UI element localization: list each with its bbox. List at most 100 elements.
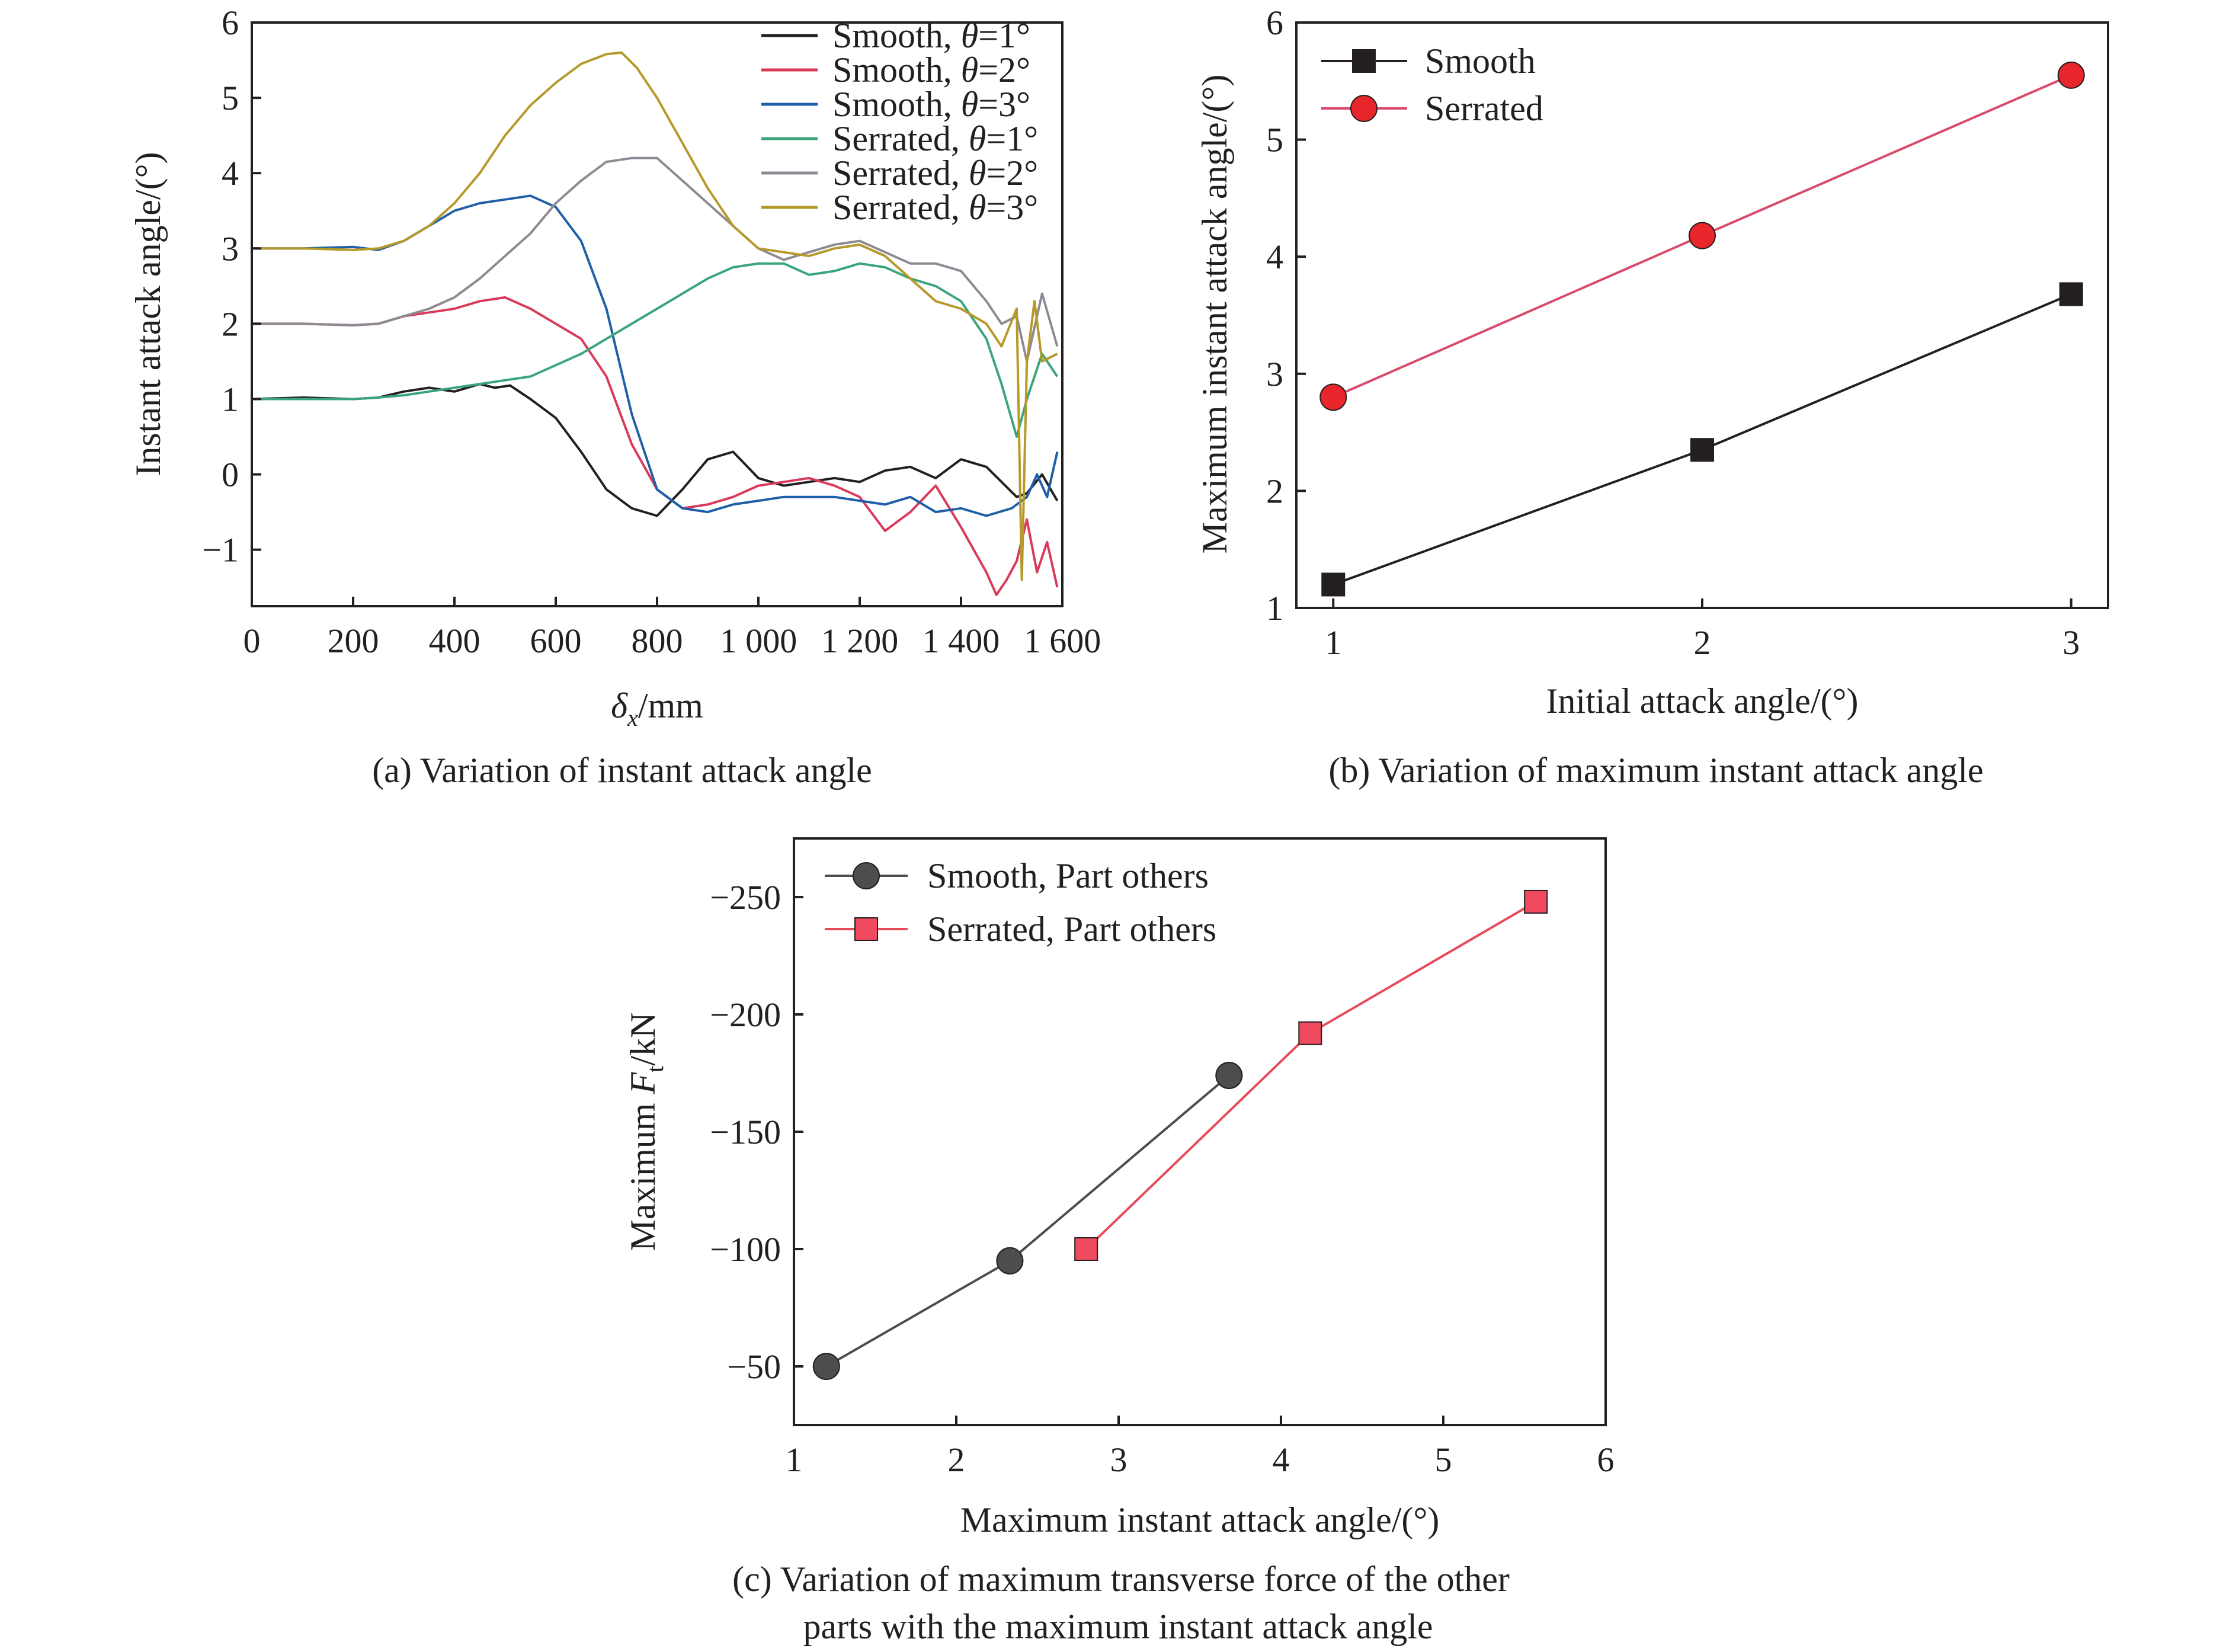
- panel-a-caption: (a) Variation of instant attack angle: [372, 751, 872, 790]
- panel-a-y-tick-label: 2: [222, 305, 239, 343]
- panel-b-point-serrated: [1689, 222, 1716, 249]
- panel-b-series: [1319, 61, 2085, 597]
- panel-c-x-tick-label: 3: [1110, 1440, 1127, 1479]
- panel-a-y-tick-label: 6: [222, 4, 239, 42]
- panel-a-xlabel-symbol: δ: [611, 686, 628, 725]
- panel-c-legend-swatch-marker: [853, 862, 880, 889]
- panel-a-legend-label: Serrated, θ=1°: [832, 119, 1038, 158]
- panel-c-x-tick-label: 2: [948, 1440, 965, 1479]
- panel-c-series: [812, 889, 1548, 1380]
- panel-b-y-tick-label: 6: [1266, 4, 1283, 42]
- panel-b-legend-swatch-marker: [1352, 49, 1376, 73]
- panel-c-y-tick-label: −200: [710, 995, 781, 1034]
- panel-b-ticks: 1 2 3 1 2 3 4 5 6: [1266, 4, 2080, 662]
- panel-b-x-tick-label: 3: [2062, 623, 2080, 662]
- panel-c: 1 2 3 4 5 6 −50 −100 −150 −200 −250 Smooth, Part o…: [623, 837, 1615, 1646]
- panel-c-y-tick-label: −250: [710, 878, 781, 917]
- panel-c-legend: Smooth, Part others Serrated, Part others: [825, 856, 1216, 949]
- panel-a-y-tick-label: 3: [222, 229, 239, 268]
- panel-c-ylabel-subscript: t: [642, 1066, 668, 1072]
- panel-c-caption-line2: parts with the maximum instant attack an…: [803, 1607, 1433, 1646]
- panel-a-y-tick-label: −1: [202, 531, 239, 569]
- panel-b-legend-label: Serrated: [1425, 89, 1543, 128]
- panel-c-series-line-2: [1085, 901, 1537, 1250]
- panel-a-legend-label: Smooth, θ=1°: [832, 16, 1030, 55]
- panel-b-y-axis-label: Maximum instant attack angle/(°): [1195, 75, 1234, 554]
- panel-b-point-smooth: [1690, 438, 1714, 462]
- panel-c-x-tick-label: 5: [1435, 1440, 1452, 1479]
- panel-b-legend-swatch-marker: [1350, 95, 1378, 122]
- panel-c-point-1: [1215, 1061, 1243, 1089]
- panel-c-legend-label: Serrated, Part others: [927, 910, 1216, 949]
- panel-b-x-axis-label: Initial attack angle/(°): [1546, 681, 1858, 721]
- panel-a-x-tick-label: 800: [632, 622, 683, 660]
- panel-c-point-2: [1298, 1021, 1322, 1045]
- panel-a-xlabel-subscript: x: [627, 705, 638, 731]
- panel-b-y-tick-label: 1: [1266, 589, 1283, 627]
- panel-a-series-line-6: [252, 51, 1058, 581]
- panel-b-point-smooth: [2059, 282, 2083, 306]
- panel-a-y-tick-label: 0: [222, 456, 239, 494]
- panel-a-series-line-5: [252, 156, 1059, 363]
- panel-a-legend-label: Serrated, θ=2°: [832, 153, 1038, 193]
- panel-b-x-tick-label: 2: [1694, 623, 1711, 662]
- panel-b-x-tick-label: 1: [1325, 623, 1342, 662]
- panel-b-point-serrated: [2057, 61, 2085, 89]
- panel-c-point-1: [812, 1353, 840, 1380]
- panel-a-x-tick-label: 600: [530, 622, 582, 660]
- panel-a-y-tick-label: 1: [222, 380, 239, 418]
- panel-c-point-2: [1074, 1237, 1098, 1261]
- panel-c-ylabel-prefix: Maximum: [623, 1094, 662, 1251]
- panel-a-series-line-3: [252, 194, 1059, 517]
- panel-a-y-tick-label: 5: [222, 79, 239, 117]
- panel-a-legend-label: Smooth, θ=2°: [832, 50, 1030, 89]
- panel-a-ticks: 0 200 400 600 800 1 000 1 200 1 400 1 600 −1 0 1 2 3 4…: [202, 4, 1101, 660]
- panel-c-legend-swatch-marker: [854, 917, 878, 941]
- panel-b-point-serrated: [1319, 383, 1347, 411]
- panel-a-x-tick-label: 400: [429, 622, 481, 660]
- panel-b-point-smooth: [1321, 572, 1346, 597]
- panel-c-ylabel-unit: /kN: [623, 1013, 662, 1066]
- panel-b-legend-label: Smooth: [1425, 41, 1536, 81]
- panel-b: 1 2 3 1 2 3 4 5 6 Smooth Serrated Initial attack …: [1195, 4, 2109, 790]
- panel-c-ylabel-symbol: F: [623, 1071, 662, 1094]
- panel-a-x-tick-label: 1 000: [720, 622, 797, 660]
- panel-c-y-tick-label: −50: [727, 1347, 781, 1386]
- panel-a-series-line-2: [252, 296, 1059, 596]
- panel-a-x-tick-label: 1 600: [1024, 622, 1101, 660]
- panel-c-y-axis-label: Maximum Ft/kN: [623, 1013, 668, 1251]
- panel-b-y-tick-label: 2: [1266, 472, 1283, 510]
- panel-c-x-tick-label: 4: [1273, 1440, 1290, 1479]
- panel-b-y-tick-label: 4: [1266, 238, 1283, 276]
- panel-c-y-tick-label: −150: [710, 1113, 781, 1151]
- panel-c-caption-line1: (c) Variation of maximum transverse forc…: [732, 1560, 1510, 1599]
- panel-a-x-tick-label: 1 200: [821, 622, 899, 660]
- panel-c-x-axis-label: Maximum instant attack angle/(°): [960, 1500, 1440, 1539]
- panel-b-legend: Smooth Serrated: [1321, 41, 1543, 128]
- panel-c-series-line-1: [825, 1074, 1230, 1368]
- panel-b-y-tick-label: 5: [1266, 121, 1283, 159]
- panel-a-x-tick-label: 200: [328, 622, 379, 660]
- panel-a-x-axis-label: δx/mm: [611, 686, 703, 731]
- panel-b-plot-frame: [1295, 21, 2109, 609]
- panel-c-ticks: 1 2 3 4 5 6 −50 −100 −150 −200 −250: [710, 878, 1614, 1479]
- panel-c-legend-label: Smooth, Part others: [927, 856, 1209, 895]
- panel-a-series-line-4: [252, 262, 1059, 438]
- panel-a-y-axis-label: Instant attack angle/(°): [129, 152, 168, 476]
- panel-c-y-tick-label: −100: [710, 1230, 781, 1269]
- panel-c-point-1: [996, 1247, 1024, 1275]
- panel-a-y-tick-label: 4: [222, 154, 239, 193]
- panel-b-caption: (b) Variation of maximum instant attack …: [1328, 751, 1983, 790]
- panel-a-xlabel-unit: /mm: [638, 686, 703, 725]
- panel-a-legend-label: Serrated, θ=3°: [832, 188, 1038, 227]
- panel-a-legend: Smooth, θ=1°Smooth, θ=2°Smooth, θ=3°Serr…: [761, 16, 1038, 227]
- panel-c-point-2: [1524, 889, 1548, 914]
- panel-a-x-tick-label: 1 400: [922, 622, 1000, 660]
- panel-a: 0 200 400 600 800 1 000 1 200 1 400 1 600 −1 0 1 2 3 4…: [129, 4, 1101, 790]
- panel-a-series-lines: [251, 51, 1059, 596]
- panel-a-x-tick-label: 0: [244, 622, 261, 660]
- panel-a-series-line-1: [251, 383, 1059, 517]
- panel-b-y-tick-label: 3: [1266, 355, 1283, 393]
- panel-c-x-tick-label: 1: [786, 1440, 803, 1479]
